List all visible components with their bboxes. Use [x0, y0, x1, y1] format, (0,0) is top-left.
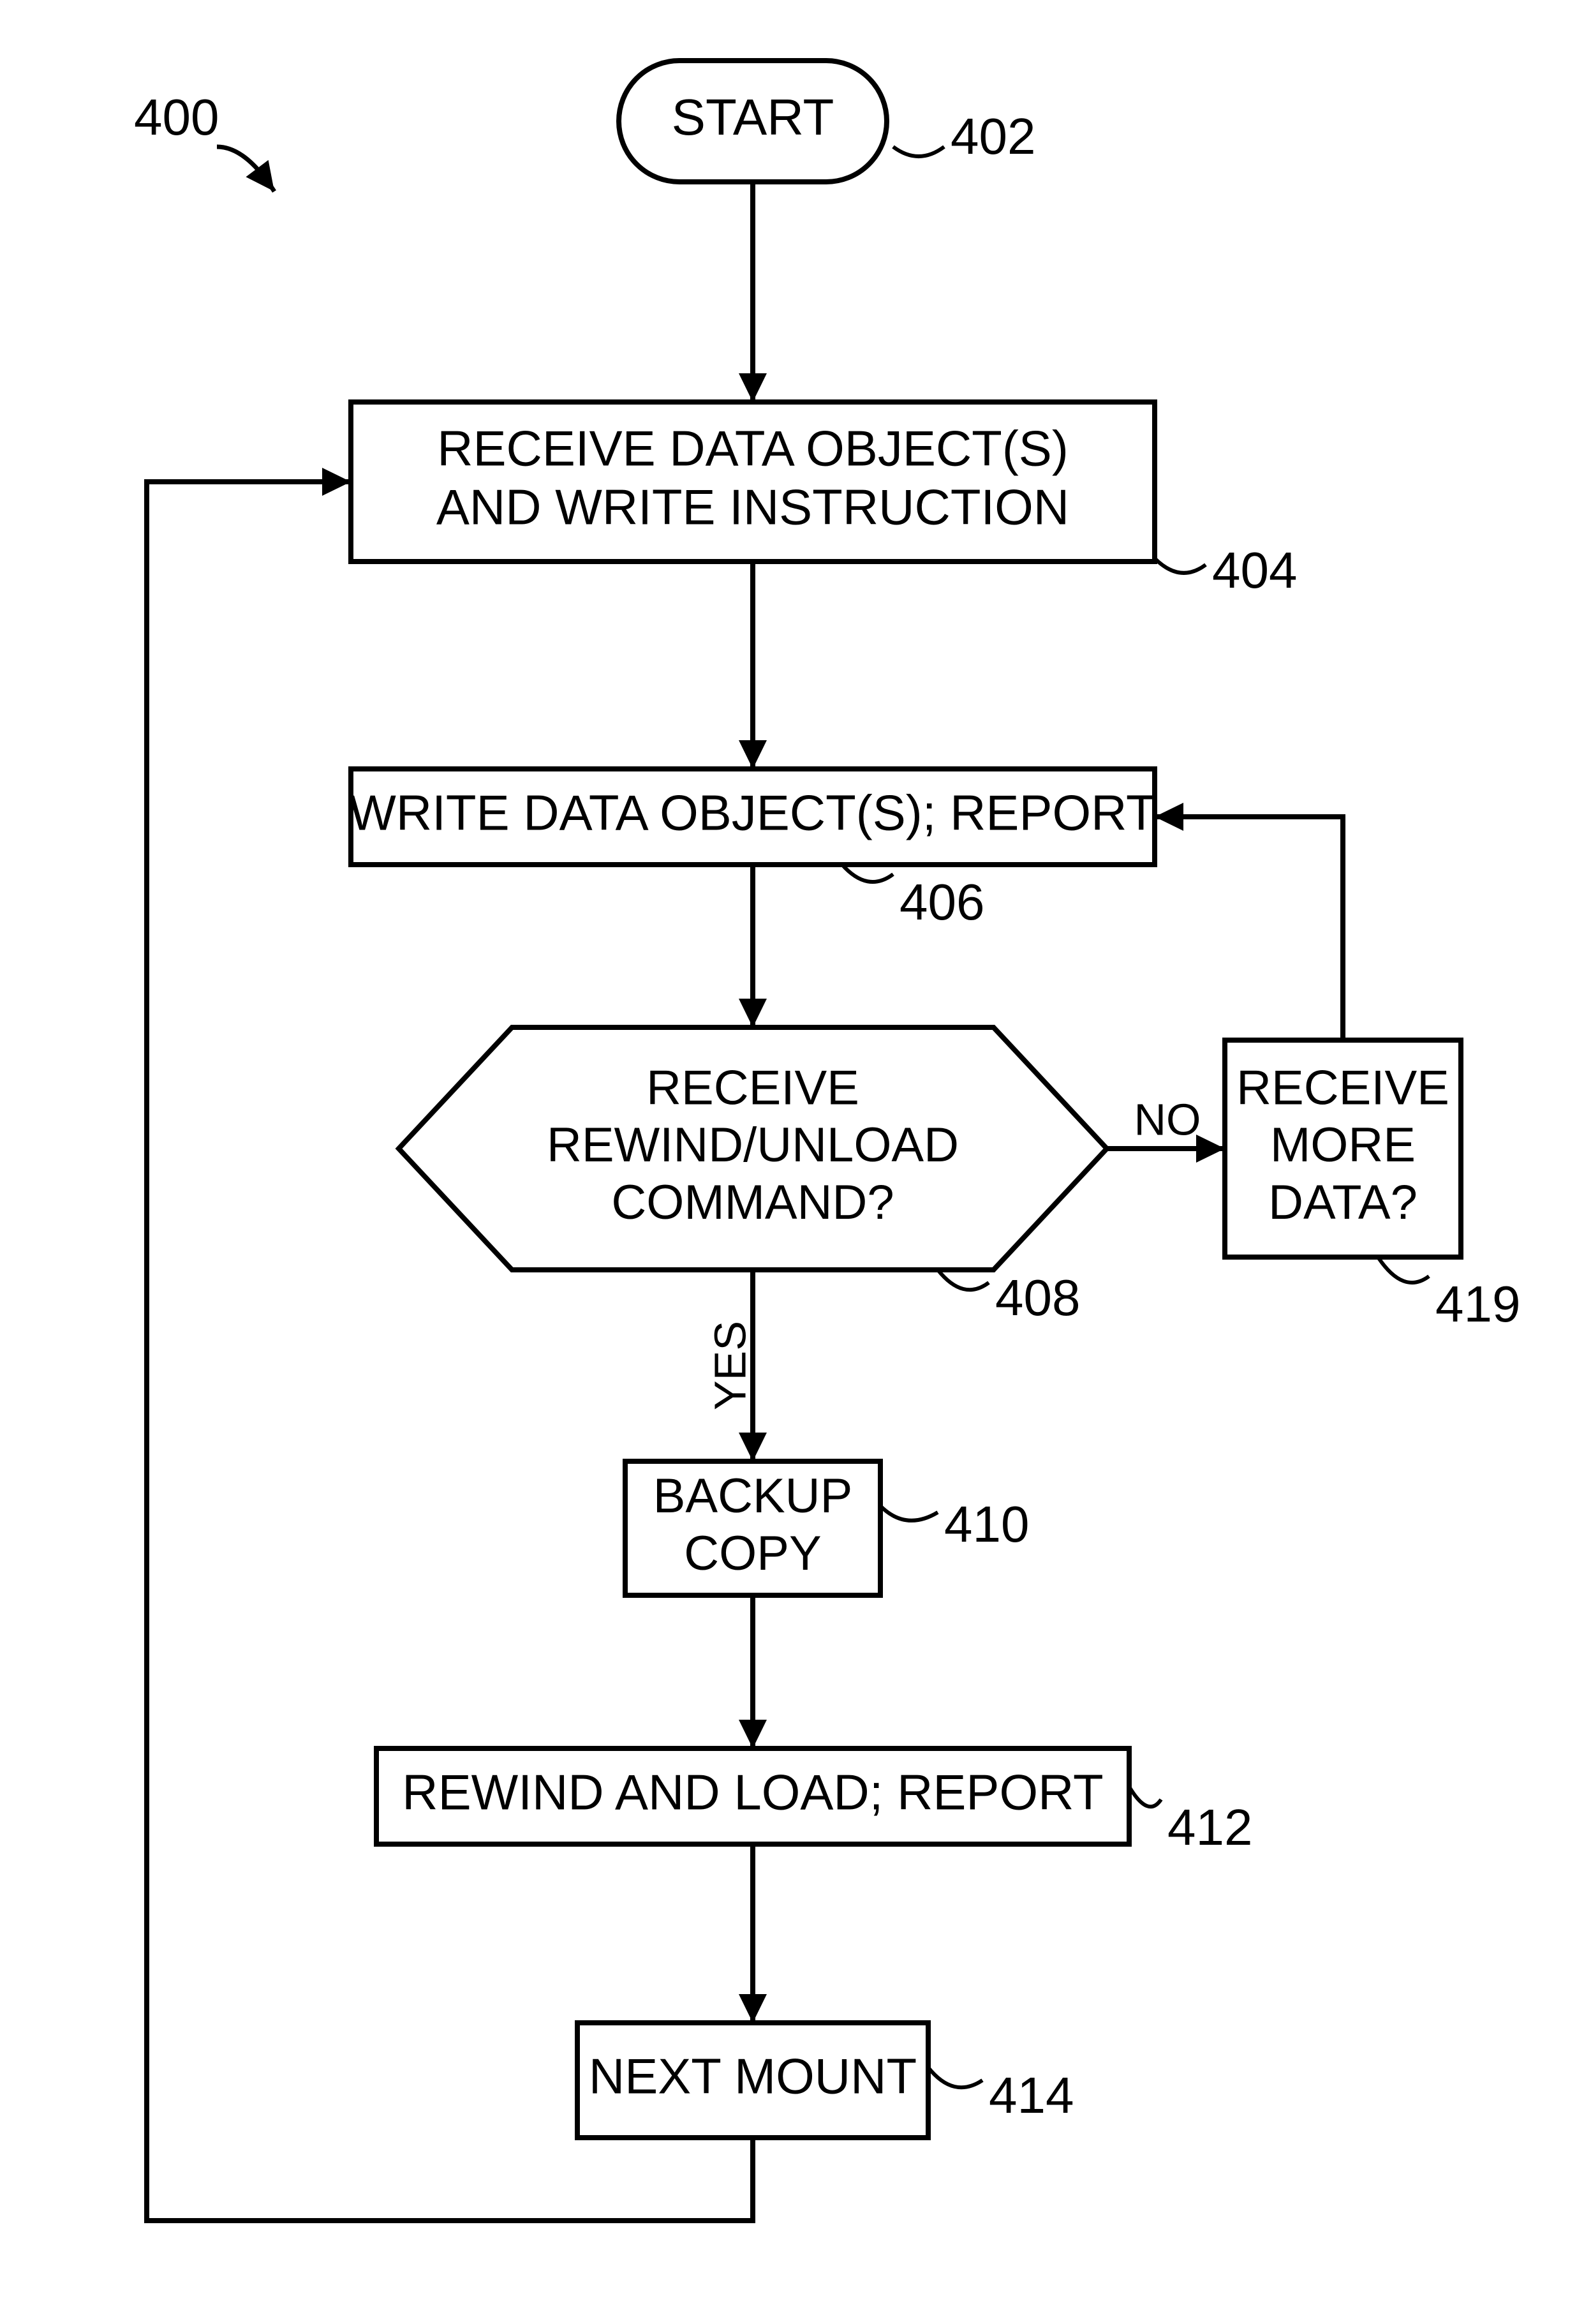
node-moredata: RECEIVEMOREDATA? 419: [1225, 1040, 1520, 1332]
ref-lead-write: [842, 865, 893, 882]
ref-lead-moredata: [1378, 1257, 1429, 1283]
node-rewind: REWIND AND LOAD; REPORT 412: [376, 1748, 1252, 1856]
ref-lead-nextmount: [928, 2067, 982, 2087]
node-start: START 402: [619, 61, 1035, 182]
figure-number: 400: [134, 89, 219, 145]
node-nextmount-text: NEXT MOUNT: [589, 2048, 917, 2104]
arrowhead: [739, 1994, 767, 2023]
flowchart-canvas: NO YES START 402 RECEIVE DATA OBJECT(S)AND W…: [0, 0, 1577, 2324]
node-backup-text: COPY: [684, 1526, 821, 1581]
node-moredata-text: DATA?: [1268, 1175, 1418, 1230]
arrowhead: [739, 740, 767, 769]
node-receive: RECEIVE DATA OBJECT(S)AND WRITE INSTRUCT…: [351, 402, 1297, 599]
arrowhead: [322, 468, 351, 496]
ref-lead-backup: [880, 1506, 938, 1521]
edge-label: NO: [1134, 1094, 1201, 1144]
node-decision-text: COMMAND?: [611, 1175, 894, 1230]
edge: [1155, 817, 1343, 1040]
node-decision-text: REWIND/UNLOAD: [547, 1118, 959, 1172]
ref-label-backup: 410: [944, 1496, 1029, 1553]
node-backup-text: BACKUP: [653, 1469, 853, 1523]
arrowhead: [739, 1433, 767, 1461]
edge-label: YES: [705, 1321, 755, 1410]
ref-lead-decision: [938, 1270, 989, 1290]
node-nextmount: NEXT MOUNT 414: [577, 2023, 1074, 2138]
node-receive-text: AND WRITE INSTRUCTION: [436, 479, 1069, 535]
ref-lead-receive: [1155, 558, 1206, 573]
edge: [147, 482, 753, 2221]
node-moredata-text: MORE: [1270, 1118, 1416, 1172]
ref-label-moredata: 419: [1435, 1276, 1520, 1332]
node-decision-text: RECEIVE: [646, 1061, 859, 1115]
node-moredata-text: RECEIVE: [1236, 1061, 1449, 1115]
ref-label-receive: 404: [1212, 542, 1297, 599]
ref-label-decision: 408: [995, 1269, 1080, 1326]
node-rewind-text: REWIND AND LOAD; REPORT: [402, 1764, 1103, 1821]
arrowhead: [739, 1720, 767, 1748]
ref-label-rewind: 412: [1167, 1799, 1252, 1856]
arrowhead: [739, 373, 767, 402]
arrowhead: [739, 999, 767, 1027]
node-start-text: START: [672, 89, 834, 145]
ref-lead-start: [893, 147, 944, 156]
node-backup: BACKUPCOPY 410: [625, 1461, 1029, 1595]
ref-lead-rewind: [1129, 1787, 1161, 1806]
ref-label-start: 402: [951, 108, 1035, 165]
node-write-text: WRITE DATA OBJECT(S); REPORT: [349, 785, 1156, 841]
ref-label-nextmount: 414: [989, 2067, 1074, 2124]
node-receive-text: RECEIVE DATA OBJECT(S): [437, 421, 1069, 477]
ref-label-write: 406: [900, 874, 984, 930]
arrowhead: [1155, 803, 1183, 831]
